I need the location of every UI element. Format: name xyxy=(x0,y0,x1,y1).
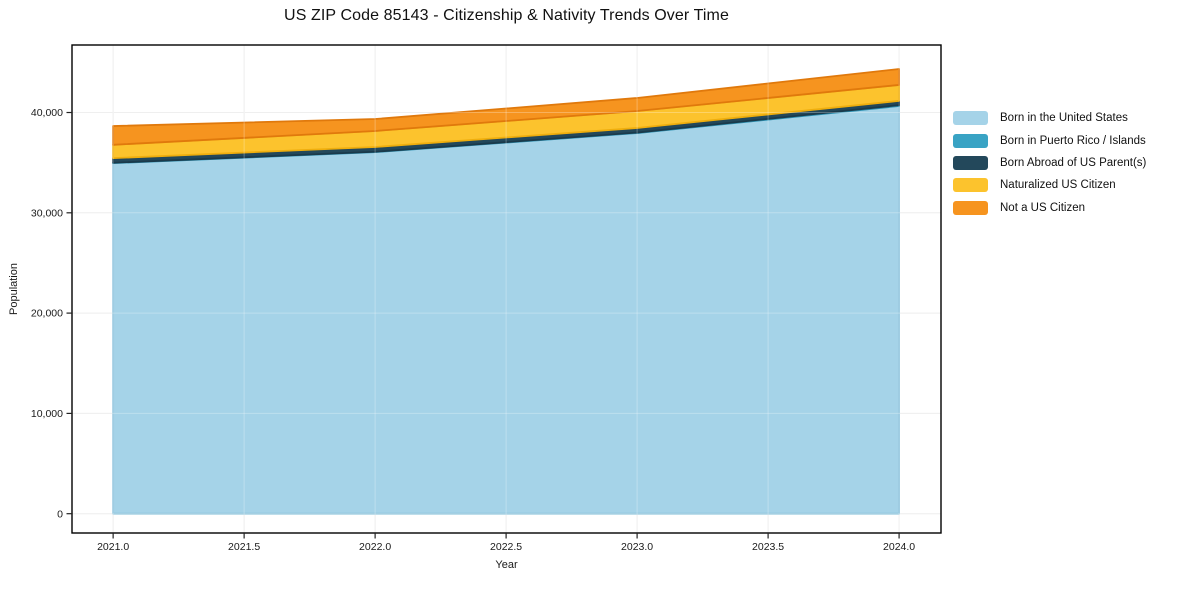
legend-label: Naturalized US Citizen xyxy=(1000,179,1116,192)
x-tick-label: 2022.5 xyxy=(490,541,522,553)
y-tick-label: 20,000 xyxy=(31,308,63,320)
x-tick-label: 2022.0 xyxy=(359,541,391,553)
legend-swatch xyxy=(953,178,988,193)
y-tick-label: 30,000 xyxy=(31,207,63,219)
legend-item: Naturalized US Citizen xyxy=(953,174,1146,196)
x-axis-label: Year xyxy=(495,559,518,571)
legend-swatch xyxy=(953,200,988,215)
legend-label: Born Abroad of US Parent(s) xyxy=(1000,156,1147,169)
y-tick-label: 0 xyxy=(57,508,63,520)
x-tick-label: 2023.5 xyxy=(752,541,784,553)
legend-item: Born Abroad of US Parent(s) xyxy=(953,152,1146,174)
legend-label: Not a US Citizen xyxy=(1000,201,1086,214)
area-layer-not-a-us-citizen xyxy=(112,68,900,146)
y-axis-label: Population xyxy=(8,263,20,315)
legend-swatch xyxy=(953,133,988,148)
x-tick-label: 2021.5 xyxy=(228,541,260,553)
legend-label: Born in the United States xyxy=(1000,112,1128,125)
x-tick-label: 2021.0 xyxy=(97,541,129,553)
legend-item: Not a US Citizen xyxy=(953,197,1146,219)
chart-title: US ZIP Code 85143 - Citizenship & Nativi… xyxy=(284,7,729,24)
y-tick-label: 40,000 xyxy=(31,107,63,119)
legend-label: Born in Puerto Rico / Islands xyxy=(1000,134,1146,147)
legend: Born in the United States Born in Puerto … xyxy=(953,107,1146,219)
legend-swatch xyxy=(953,111,988,126)
legend-swatch xyxy=(953,155,988,170)
y-tick-label: 10,000 xyxy=(31,408,63,420)
x-tick-label: 2023.0 xyxy=(621,541,653,553)
x-tick-label: 2024.0 xyxy=(883,541,915,553)
legend-item: Born in the United States xyxy=(953,107,1146,129)
legend-item: Born in Puerto Rico / Islands xyxy=(953,129,1146,151)
